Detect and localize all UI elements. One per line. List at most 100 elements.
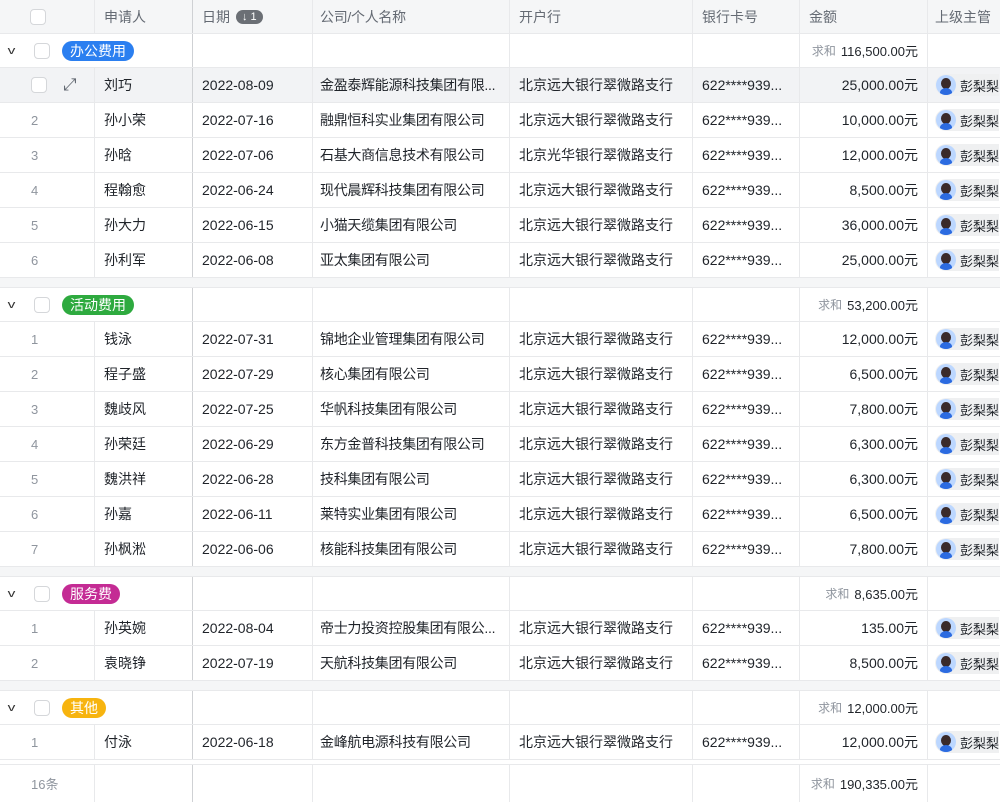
- person-chip[interactable]: 彭梨梨: [935, 109, 1000, 131]
- table-row[interactable]: 4 程翰愈 2022-06-24 现代晨辉科技集团有限公司 北京远大银行翠微路支行 622…: [0, 173, 1000, 208]
- company-cell: 锦地企业管理集团有限公司: [313, 322, 510, 356]
- empty-cell: [693, 765, 800, 802]
- applicant-cell: 孙嘉: [95, 497, 193, 531]
- sum-label: 求和: [811, 44, 836, 58]
- empty-cell: [510, 765, 693, 802]
- person-chip[interactable]: 彭梨梨: [935, 398, 1000, 420]
- empty-cell: [928, 691, 1000, 724]
- date-cell: 2022-06-24: [193, 173, 313, 207]
- table-row[interactable]: 2 孙小荣 2022-07-16 融鼎恒科实业集团有限公司 北京远大银行翠微路支行 622…: [0, 103, 1000, 138]
- table-footer: 16条 求和 190,335.00元: [0, 764, 1000, 802]
- empty-cell: [313, 691, 510, 724]
- row-checkbox[interactable]: [31, 77, 47, 93]
- person-chip[interactable]: 彭梨梨: [935, 538, 1000, 560]
- row-index: 2: [0, 103, 95, 137]
- person-name: 彭梨梨: [960, 183, 1000, 199]
- person-chip[interactable]: 彭梨梨: [935, 617, 1000, 639]
- person-chip[interactable]: 彭梨梨: [935, 731, 1000, 753]
- amount-cell: 12,000.00元: [800, 322, 928, 356]
- table-row[interactable]: 7 孙枫淞 2022-06-06 核能科技集团有限公司 北京远大银行翠微路支行 622**…: [0, 532, 1000, 567]
- bank-cell: 北京远大银行翠微路支行: [510, 243, 693, 277]
- person-name: 彭梨梨: [960, 367, 1000, 383]
- group-checkbox[interactable]: [34, 42, 50, 59]
- table-row[interactable]: 3 孙晗 2022-07-06 石基大商信息技术有限公司 北京光华银行翠微路支行 622*…: [0, 138, 1000, 173]
- person-chip[interactable]: 彭梨梨: [935, 652, 1000, 674]
- column-header-bank[interactable]: 开户行: [510, 0, 693, 33]
- bank-cell: 北京远大银行翠微路支行: [510, 357, 693, 391]
- table-header: 申请人 日期 ↓ 1 公司/个人名称 开户行 银行卡号 金额 上级主管: [0, 0, 1000, 34]
- column-header-amount[interactable]: 金额: [800, 0, 928, 33]
- person-chip[interactable]: 彭梨梨: [935, 144, 1000, 166]
- supervisor-cell: 彭梨梨: [928, 646, 1000, 680]
- column-header-date[interactable]: 日期 ↓ 1: [193, 0, 313, 33]
- date-cell: 2022-07-29: [193, 357, 313, 391]
- table-row[interactable]: 2 袁晓铮 2022-07-19 天航科技集团有限公司 北京远大银行翠微路支行 622**…: [0, 646, 1000, 681]
- amount-cell: 6,300.00元: [800, 462, 928, 496]
- table-row[interactable]: 6 孙嘉 2022-06-11 莱特实业集团有限公司 北京远大银行翠微路支行 622***…: [0, 497, 1000, 532]
- table-row[interactable]: 6 孙利军 2022-06-08 亚太集团有限公司 北京远大银行翠微路支行 622****…: [0, 243, 1000, 278]
- amount-cell: 8,500.00元: [800, 646, 928, 680]
- table-row[interactable]: 1 钱泳 2022-07-31 锦地企业管理集团有限公司 北京远大银行翠微路支行 622*…: [0, 322, 1000, 357]
- sum-label: 求和: [818, 298, 843, 312]
- date-cell: 2022-06-11: [193, 497, 313, 531]
- table-row[interactable]: 3 魏歧风 2022-07-25 华帆科技集团有限公司 北京远大银行翠微路支行 622**…: [0, 392, 1000, 427]
- table-row[interactable]: ⤢ 刘巧 2022-08-09 金盈泰辉能源科技集团有限... 北京远大银行翠微路支行 6…: [0, 68, 1000, 103]
- avatar: [936, 180, 956, 200]
- company-cell: 小猫天缆集团有限公司: [313, 208, 510, 242]
- expand-icon[interactable]: ⤢: [63, 75, 77, 94]
- avatar: [936, 732, 956, 752]
- person-chip[interactable]: 彭梨梨: [935, 468, 1000, 490]
- group-label-cell: v 其他: [0, 691, 193, 724]
- avatar: [936, 539, 956, 559]
- applicant-cell: 孙荣廷: [95, 427, 193, 461]
- column-header-company[interactable]: 公司/个人名称: [313, 0, 510, 33]
- person-chip[interactable]: 彭梨梨: [935, 214, 1000, 236]
- group-header: v 服务费 求和 8,635.00元: [0, 577, 1000, 611]
- avatar: [936, 434, 956, 454]
- applicant-cell: 钱泳: [95, 322, 193, 356]
- group-checkbox[interactable]: [34, 296, 50, 313]
- group-checkbox[interactable]: [34, 699, 50, 716]
- chevron-down-icon[interactable]: v: [7, 298, 16, 311]
- row-index: 7: [0, 532, 95, 566]
- empty-cell: [928, 34, 1000, 67]
- person-chip[interactable]: 彭梨梨: [935, 503, 1000, 525]
- table-row[interactable]: 2 程子盛 2022-07-29 核心集团有限公司 北京远大银行翠微路支行 622****…: [0, 357, 1000, 392]
- chevron-down-icon[interactable]: v: [7, 701, 16, 714]
- person-chip[interactable]: 彭梨梨: [935, 179, 1000, 201]
- chevron-down-icon[interactable]: v: [7, 587, 16, 600]
- column-header-card[interactable]: 银行卡号: [693, 0, 800, 33]
- supervisor-cell: 彭梨梨: [928, 68, 1000, 102]
- row-index: 1: [0, 322, 95, 356]
- sum-label: 求和: [818, 701, 843, 715]
- empty-cell: [693, 288, 800, 321]
- table-row[interactable]: 4 孙荣廷 2022-06-29 东方金普科技集团有限公司 北京远大银行翠微路支行 622…: [0, 427, 1000, 462]
- table-row[interactable]: 5 孙大力 2022-06-15 小猫天缆集团有限公司 北京远大银行翠微路支行 622**…: [0, 208, 1000, 243]
- table-row[interactable]: 1 付泳 2022-06-18 金峰航电源科技有限公司 北京远大银行翠微路支行 622**…: [0, 725, 1000, 760]
- column-header-applicant[interactable]: 申请人: [95, 0, 193, 33]
- row-index: 6: [0, 243, 95, 277]
- avatar: [936, 75, 956, 95]
- group-checkbox[interactable]: [34, 585, 50, 602]
- sum-label: 求和: [810, 777, 835, 791]
- person-chip[interactable]: 彭梨梨: [935, 433, 1000, 455]
- amount-cell: 25,000.00元: [800, 243, 928, 277]
- person-name: 彭梨梨: [960, 218, 1000, 234]
- supervisor-cell: 彭梨梨: [928, 173, 1000, 207]
- table-row[interactable]: 5 魏洪祥 2022-06-28 技科集团有限公司 北京远大银行翠微路支行 622****…: [0, 462, 1000, 497]
- card-number-cell: 622****939...: [693, 427, 800, 461]
- date-cell: 2022-07-19: [193, 646, 313, 680]
- person-chip[interactable]: 彭梨梨: [935, 74, 1000, 96]
- table-row[interactable]: 1 孙英婉 2022-08-04 帝士力投资控股集团有限公... 北京远大银行翠微路支行…: [0, 611, 1000, 646]
- person-chip[interactable]: 彭梨梨: [935, 328, 1000, 350]
- column-header-supervisor[interactable]: 上级主管: [935, 8, 991, 25]
- chevron-down-icon[interactable]: v: [7, 44, 16, 57]
- person-name: 彭梨梨: [960, 78, 1000, 94]
- group-header: v 其他 求和 12,000.00元: [0, 691, 1000, 725]
- row-index: 4: [0, 173, 95, 207]
- person-chip[interactable]: 彭梨梨: [935, 249, 1000, 271]
- select-all-checkbox[interactable]: [30, 8, 46, 25]
- person-name: 彭梨梨: [960, 507, 1000, 523]
- person-chip[interactable]: 彭梨梨: [935, 363, 1000, 385]
- sort-badge[interactable]: ↓ 1: [236, 9, 263, 24]
